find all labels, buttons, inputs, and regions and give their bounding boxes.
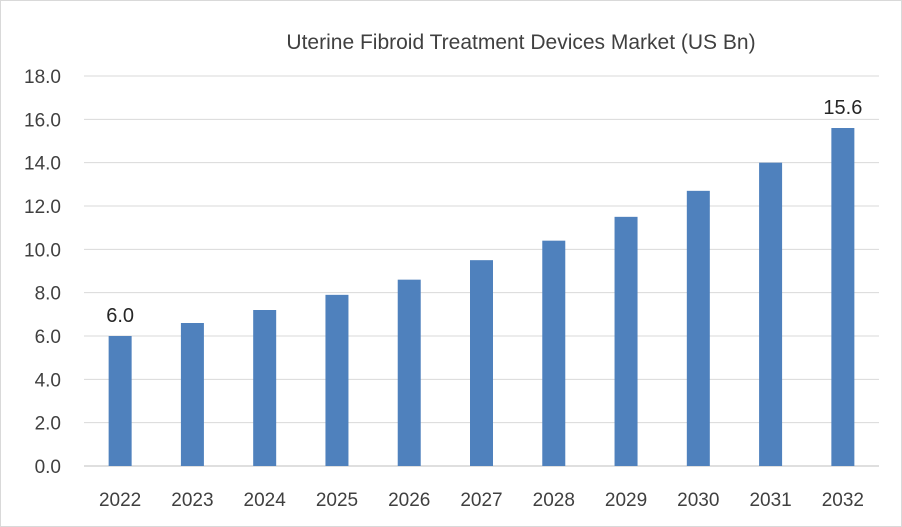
- bar-2026: [397, 279, 421, 466]
- x-tick-label: 2032: [822, 490, 864, 511]
- x-tick-label: 2031: [749, 490, 791, 511]
- data-labels: 6.0 15.6: [106, 97, 862, 327]
- x-tick-label: 2028: [533, 490, 575, 511]
- bar-2028: [542, 240, 566, 466]
- bar-2023: [180, 323, 204, 466]
- x-tick-label: 2029: [605, 490, 647, 511]
- y-tick-label: 18.0: [24, 67, 61, 88]
- bar-2031: [759, 162, 783, 466]
- y-tick-label: 8.0: [35, 284, 61, 305]
- x-tick-label: 2023: [171, 490, 213, 511]
- bar-2027: [470, 260, 493, 466]
- x-tick-label: 2022: [99, 490, 141, 511]
- bars: [108, 128, 855, 467]
- bar-2024: [253, 310, 277, 466]
- y-tick-label: 2.0: [35, 414, 61, 435]
- y-tick-label: 6.0: [35, 327, 61, 348]
- bar-2032: [831, 128, 855, 466]
- bar-2030: [686, 190, 710, 467]
- bar-2025: [325, 294, 349, 466]
- y-axis-ticks: 0.0 2.0 4.0 6.0 8.0 10.0 12.0 14.0 16.0 18.0: [24, 67, 61, 478]
- y-tick-label: 12.0: [24, 197, 61, 218]
- y-tick-label: 14.0: [24, 154, 61, 175]
- x-tick-label: 2025: [316, 490, 358, 511]
- y-tick-label: 10.0: [24, 240, 61, 261]
- x-tick-label: 2026: [388, 490, 430, 511]
- y-tick-label: 4.0: [35, 370, 61, 391]
- x-axis-ticks: 2022 2023 2024 2025 2026 2027 2028 2029 2030 2031…: [99, 490, 864, 511]
- y-tick-label: 16.0: [24, 110, 61, 131]
- chart-title: Uterine Fibroid Treatment Devices Market…: [286, 31, 755, 54]
- data-label-2032: 15.6: [823, 97, 862, 119]
- x-tick-label: 2024: [244, 490, 287, 511]
- x-tick-label: 2030: [677, 490, 719, 511]
- x-tick-label: 2027: [460, 490, 502, 511]
- y-tick-label: 0.0: [35, 457, 61, 478]
- bar-2022: [108, 336, 132, 466]
- data-label-2022: 6.0: [106, 305, 134, 327]
- bar-2029: [614, 216, 638, 466]
